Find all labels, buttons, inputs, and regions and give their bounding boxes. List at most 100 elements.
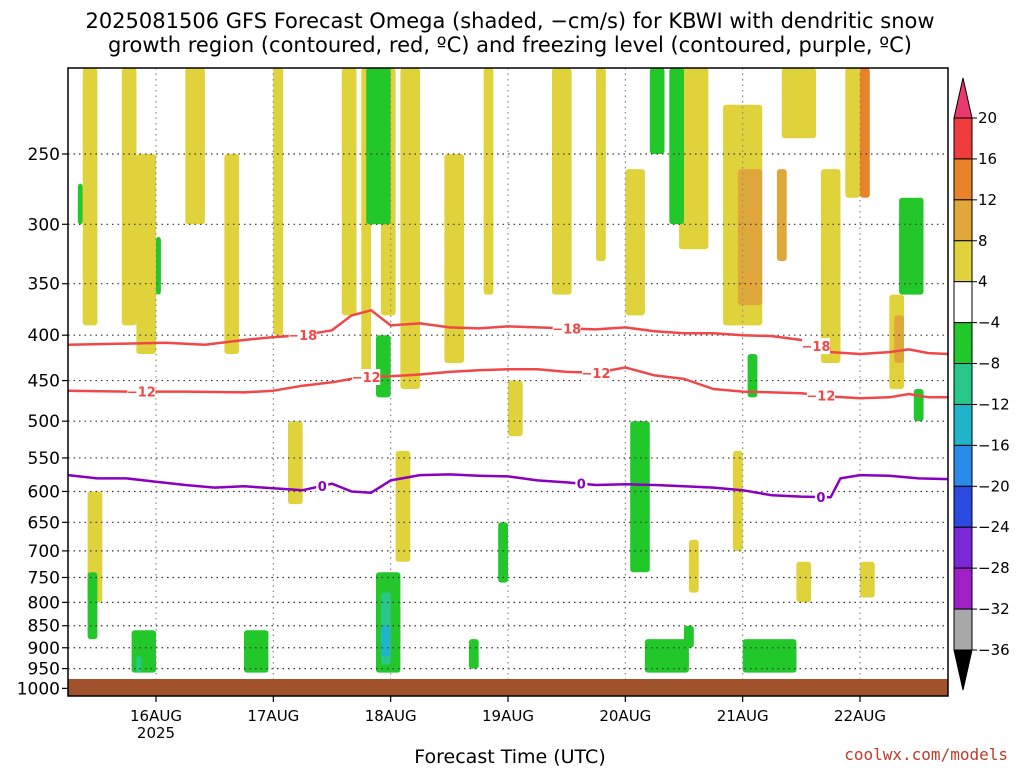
contour-label-backing [552,320,581,337]
colorbar-label: 16 [978,150,997,168]
contour-label: −18 [802,340,831,355]
credit-text: coolwx.com/models [844,745,1008,764]
y-tick-label: 400 [28,326,60,346]
omega-cell [82,68,98,326]
pressure-axis: 2503003504004505005506006507007508008509… [17,145,68,699]
y-tick-label: 350 [28,275,60,295]
omega-cell [737,169,763,306]
x-tick-label: 19AUG [482,707,534,725]
contour-label-backing [316,477,329,494]
omega-cell [508,380,523,437]
colorbar-label: −8 [978,355,1000,373]
chart-title-line1: 2025081506 GFS Forecast Omega (shaded, −… [85,9,934,33]
omega-cell [860,68,870,198]
contour-label: −12 [806,389,835,404]
y-tick-label: 900 [28,639,60,659]
contour-label: 0 [318,480,327,495]
x-tick-label: 21AUG [717,707,769,725]
colorbar-swatch [953,567,973,610]
chart-title-line2: growth region (contoured, red, ºC) and f… [108,33,912,57]
x-tick-label: 20AUG [599,707,651,725]
y-tick-label: 800 [28,593,60,613]
omega-cell [400,68,420,389]
omega-cell [669,68,684,225]
omega-cell [185,68,205,225]
omega-cell [845,68,860,198]
omega-cell [136,154,156,354]
y-tick-label: 700 [28,542,60,562]
contour-label-backing [575,475,588,492]
omega-shading-layer [77,68,924,673]
omega-cell [444,154,464,363]
omega-cell [131,630,156,673]
omega-cell [684,625,694,648]
omega-cell [366,68,391,225]
colorbar-label: −20 [978,477,1010,495]
colorbar-swatch [953,403,973,446]
colorbar-swatch [953,199,973,242]
colorbar-swatch [953,363,973,405]
omega-cell [630,421,650,573]
omega-cell [244,630,269,673]
colorbar-label: 8 [978,232,988,250]
y-tick-label: 750 [28,568,60,588]
omega-cell [341,68,357,316]
colorbar-bottom-arrow [953,649,973,691]
contour-label-backing [806,387,835,404]
omega-cell [644,639,689,673]
x-axis-label: Forecast Time (UTC) [414,746,605,768]
y-tick-label: 250 [28,145,60,165]
omega-cell [796,561,812,603]
y-tick-label: 650 [28,513,60,533]
omega-cell [395,450,411,562]
colorbar: 20 16 12 8 4 −4 −8 −12 −16 −20 −24 −28 −32 −36 [953,77,1010,691]
omega-cell [77,183,83,225]
omega-cell [732,450,743,551]
omega-cell [776,169,787,261]
contour-label: 0 [577,478,586,493]
omega-cell [679,68,709,250]
colorbar-label: −24 [978,518,1010,536]
omega-cell [273,68,284,336]
omega-cell [288,421,303,505]
omega-cell [552,68,572,295]
contour-label-backing [288,327,317,344]
contour-label-backing [352,368,381,385]
omega-cell [625,169,645,316]
colorbar-label: 12 [978,191,997,209]
colorbar-swatch [953,322,973,365]
omega-cell [820,169,841,363]
colorbar-top-arrow [953,77,973,119]
omega-cell [376,335,391,398]
contour-line-minus18 [67,309,949,356]
colorbar-label: 4 [978,273,988,291]
contour-label-backing [127,383,156,400]
colorbar-label: −36 [978,641,1010,659]
colorbar-label: −12 [978,395,1010,413]
omega-cell [899,197,924,295]
y-tick-label: 550 [28,449,60,469]
omega-cell [498,522,508,583]
contour-label: −12 [582,367,611,382]
contour-label: −12 [352,371,381,386]
x-tick-sublabel: 2025 [137,724,175,742]
y-tick-label: 1000 [17,679,60,699]
x-tick-label: 22AUG [834,707,886,725]
omega-cell [136,656,142,673]
colorbar-swatch [953,444,973,487]
contour-label: −12 [127,386,156,401]
colorbar-label: 20 [978,109,997,127]
contour-label-backing [802,338,830,355]
y-tick-label: 300 [28,215,60,235]
contour-line-minus12 [67,366,948,400]
omega-cell [747,354,758,398]
x-tick-label: 18AUG [365,707,417,725]
y-tick-label: 950 [28,660,60,680]
x-tick-label: 16AUG [130,707,182,725]
contour-label: 0 [816,491,825,506]
y-tick-label: 500 [28,412,60,432]
omega-cell [156,236,161,295]
y-tick-label: 600 [28,482,60,502]
omega-cell [894,315,904,363]
